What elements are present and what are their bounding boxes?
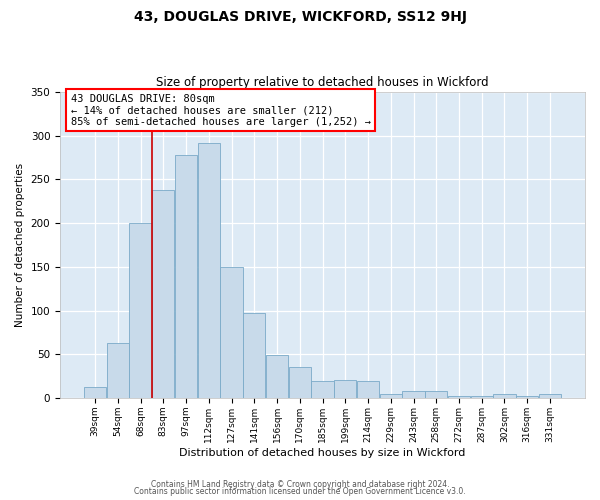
Bar [175,155,197,398]
Text: 43 DOUGLAS DRIVE: 80sqm
← 14% of detached houses are smaller (212)
85% of semi-d: 43 DOUGLAS DRIVE: 80sqm ← 14% of detache… [71,94,371,127]
Bar [197,142,220,398]
Bar [84,388,106,398]
X-axis label: Distribution of detached houses by size in Wickford: Distribution of detached houses by size … [179,448,466,458]
Bar [403,391,425,398]
Y-axis label: Number of detached properties: Number of detached properties [15,163,25,327]
Bar [130,223,152,398]
Bar [220,267,242,398]
Title: Size of property relative to detached houses in Wickford: Size of property relative to detached ho… [156,76,489,90]
Bar [289,368,311,398]
Bar [243,313,265,398]
Bar [516,396,538,398]
Bar [357,382,379,398]
Text: Contains HM Land Registry data © Crown copyright and database right 2024.: Contains HM Land Registry data © Crown c… [151,480,449,489]
Bar [448,396,470,398]
Bar [152,190,175,398]
Bar [334,380,356,398]
Bar [425,391,448,398]
Text: 43, DOUGLAS DRIVE, WICKFORD, SS12 9HJ: 43, DOUGLAS DRIVE, WICKFORD, SS12 9HJ [133,10,467,24]
Bar [470,396,493,398]
Text: Contains public sector information licensed under the Open Government Licence v3: Contains public sector information licen… [134,488,466,496]
Bar [539,394,561,398]
Bar [311,382,334,398]
Bar [266,355,288,398]
Bar [380,394,402,398]
Bar [107,343,129,398]
Bar [493,394,515,398]
